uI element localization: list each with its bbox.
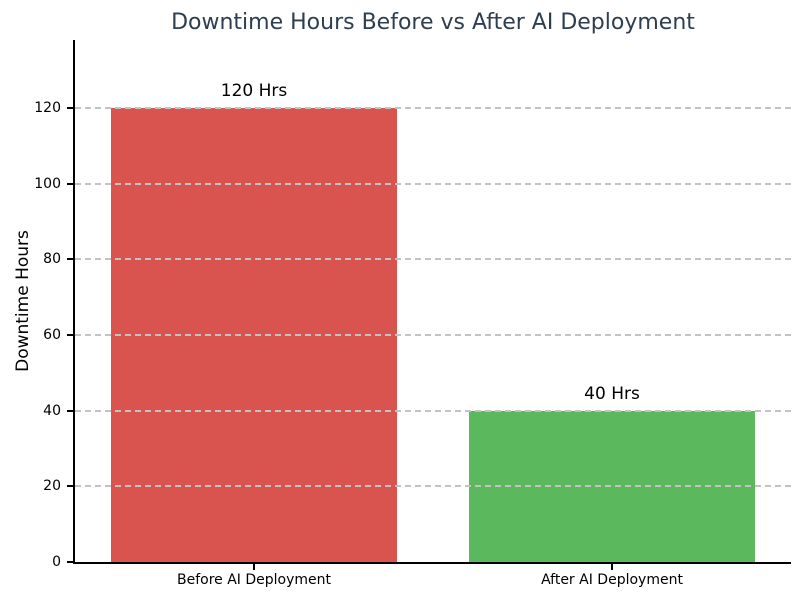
y-tick-label-20: 20 [43, 478, 61, 495]
y-tick-mark [67, 182, 73, 185]
x-axis-spine [73, 562, 791, 564]
x-tick-mark [611, 564, 613, 570]
x-tick-label-before-ai-deployment: Before AI Deployment [176, 572, 332, 588]
gridline-20 [75, 485, 791, 488]
y-tick-label-60: 60 [43, 327, 61, 344]
chart-title: Downtime Hours Before vs After AI Deploy… [171, 10, 695, 35]
gridline-60 [75, 334, 791, 337]
y-axis-spine [73, 40, 75, 564]
y-tick-mark [67, 409, 73, 412]
gridline-80 [75, 258, 791, 261]
gridline-40 [75, 409, 791, 412]
bar-value-label-before-ai-deployment: 120 Hrs [220, 81, 288, 102]
y-tick-mark [67, 107, 73, 110]
y-tick-mark [67, 258, 73, 261]
x-tick-label-after-ai-deployment: After AI Deployment [541, 572, 683, 588]
y-tick-mark [67, 561, 73, 563]
gridline-100 [75, 182, 791, 185]
y-tick-mark [67, 485, 73, 488]
y-tick-label-80: 80 [43, 251, 61, 268]
y-tick-label-40: 40 [43, 402, 61, 419]
gridline-120 [75, 107, 791, 110]
y-tick-mark [67, 334, 73, 337]
x-tick-mark [253, 564, 255, 570]
y-tick-label-120: 120 [34, 100, 61, 117]
y-tick-label-100: 100 [34, 175, 61, 192]
y-tick-label-0: 0 [52, 554, 61, 570]
bar-value-label-after-ai-deployment: 40 Hrs [584, 383, 640, 404]
plot-area: 120 Hrs Before AI Deployment 40 Hrs After A… [34, 40, 791, 588]
